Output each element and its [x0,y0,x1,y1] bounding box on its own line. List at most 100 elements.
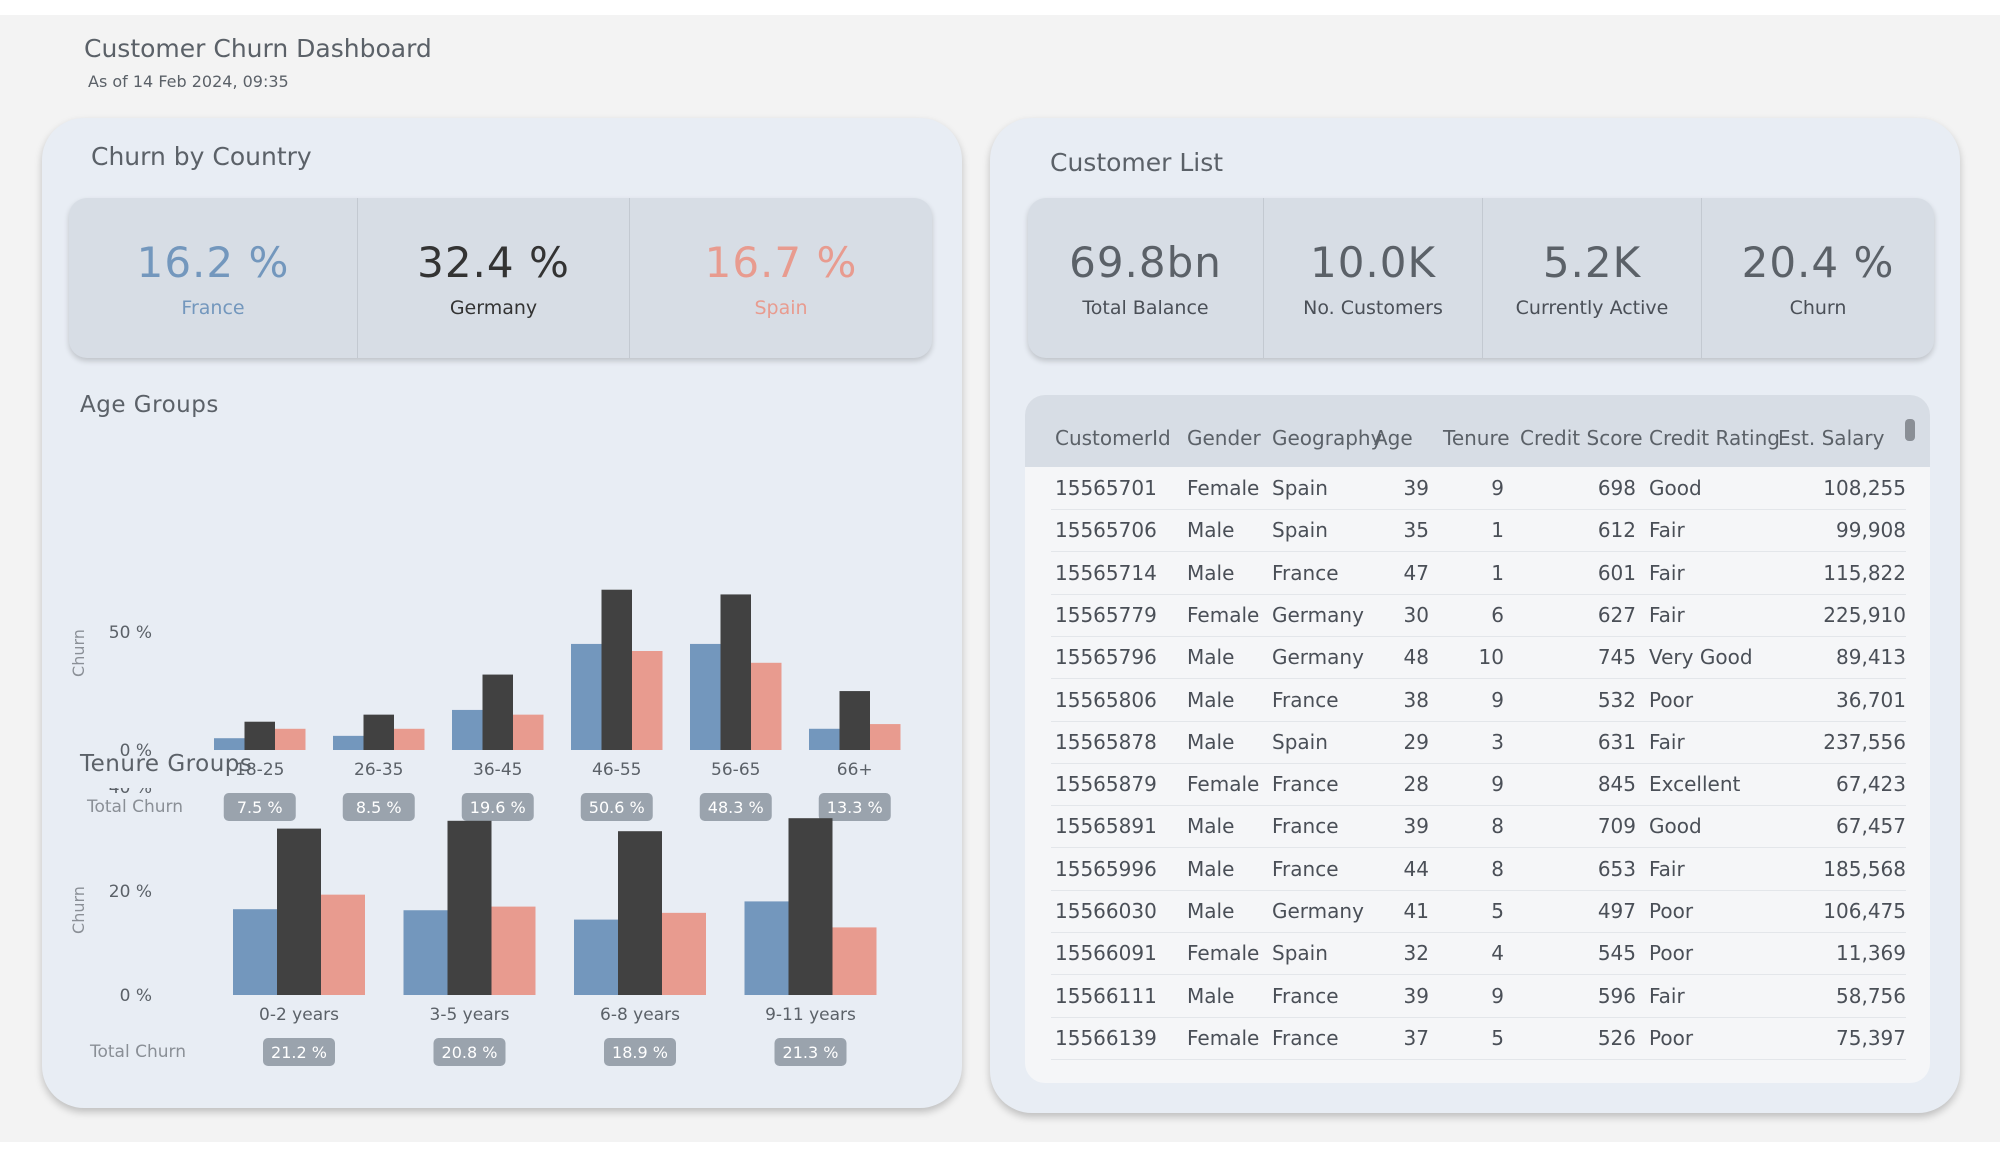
column-header[interactable]: Gender [1187,426,1261,450]
table-cell: 15565806 [1055,687,1157,712]
bar-germany[interactable] [618,831,662,995]
total-churn-label: Total Churn [89,1042,186,1062]
y-tick-label: 40 % [109,788,152,798]
y-tick-label: 20 % [109,882,152,902]
bar-spain[interactable] [275,728,306,750]
table-cell: 99,908 [1836,518,1906,543]
table-cell: 15565796 [1055,645,1157,670]
table-row[interactable] [1051,975,1906,1018]
kpi-total-balance[interactable]: 69.8bn Total Balance [1028,198,1264,358]
total-churn-value: 50.6 % [589,798,645,817]
bar-germany[interactable] [244,721,276,750]
table-cell: 4 [1491,941,1504,966]
table-row[interactable] [1051,679,1906,722]
table-row[interactable] [1051,1017,1906,1060]
table-row[interactable] [1051,763,1906,807]
x-tick-label: 9-11 years [765,1005,856,1025]
column-header[interactable]: Credit Score [1520,426,1643,450]
bar-spain[interactable] [394,728,425,750]
table-row[interactable] [1051,721,1906,764]
table-cell: 15566030 [1055,899,1157,923]
bar-france[interactable] [233,909,277,995]
table-cell: 29 [1403,729,1429,754]
table-cell: Fair [1649,518,1685,543]
bar-spain[interactable] [751,662,782,750]
bar-france[interactable] [574,919,618,995]
bar-france[interactable] [452,709,483,750]
table-cell: 845 [1597,772,1636,797]
column-header[interactable]: Credit Rating [1649,426,1780,450]
table-cell: 631 [1597,729,1636,754]
bar-germany[interactable] [839,691,871,750]
customer-table[interactable]: CustomerId Gender Geography Age Tenure Credit… [1025,395,1930,1083]
kpi-spain[interactable]: 16.7 % Spain [630,198,932,358]
table-cell: 601 [1597,560,1636,585]
kpi-churn[interactable]: 20.4 % Churn [1702,198,1934,358]
kpi-no-customers[interactable]: 10.0K No. Customers [1264,198,1483,358]
scrollbar-thumb[interactable] [1905,419,1915,441]
table-cell: Female [1187,941,1260,966]
total-churn-badge [433,1038,506,1066]
bar-france[interactable] [403,910,448,995]
table-cell: Poor [1649,1025,1694,1050]
table-cell: France [1272,560,1339,585]
column-header[interactable]: CustomerId [1055,426,1171,450]
bar-france[interactable] [809,728,840,750]
column-header[interactable]: Tenure [1443,426,1510,450]
bar-germany[interactable] [447,820,492,995]
x-tick-label: 26-35 [354,760,403,780]
table-row[interactable] [1051,594,1906,637]
bar-germany[interactable] [788,818,833,995]
bar-germany[interactable] [277,828,321,995]
table-cell: Poor [1649,941,1694,966]
table-cell: 526 [1597,1025,1636,1050]
bar-spain[interactable] [513,714,544,750]
total-churn-badge [774,1038,847,1066]
bar-spain[interactable] [632,651,663,750]
bar-france[interactable] [571,643,602,750]
kpi-france[interactable]: 16.2 % France [69,198,358,358]
table-cell: 1 [1491,560,1504,585]
table-row[interactable] [1051,932,1906,976]
table-cell: Germany [1272,602,1364,627]
bar-france[interactable] [214,738,245,750]
bar-germany[interactable] [601,589,633,750]
column-header[interactable]: Age [1374,426,1413,450]
kpi-germany[interactable]: 32.4 % Germany [358,198,630,358]
table-row[interactable] [1051,467,1906,510]
bar-france[interactable] [744,901,789,995]
table-row[interactable] [1051,848,1906,891]
column-header[interactable]: Est. Salary [1778,426,1885,450]
bar-germany[interactable] [482,674,514,750]
page-subtitle: As of 14 Feb 2024, 09:35 [88,72,289,91]
table-row[interactable] [1051,636,1906,680]
kpi-currently-active[interactable]: 5.2K Currently Active [1483,198,1702,358]
bar-spain[interactable] [491,906,536,995]
bar-germany[interactable] [720,594,752,750]
kpi-label: Spain [754,296,808,319]
table-cell: 58,756 [1836,983,1906,1008]
kpi-value: 69.8bn [1069,237,1222,287]
table-cell: 627 [1597,602,1636,627]
age-groups-chart: Churn 0 % 50 % 18-25 7.5 % 26-35 8.5 % 36-45 19.… [69,589,901,821]
table-row[interactable] [1051,890,1906,933]
table-cell: 39 [1403,814,1429,839]
table-cell: France [1272,814,1339,839]
table-cell: Female [1187,772,1260,797]
table-row[interactable] [1051,509,1906,553]
bar-spain[interactable] [832,927,877,995]
bar-spain[interactable] [662,912,706,995]
bar-france[interactable] [690,643,721,750]
bar-spain[interactable] [321,894,365,995]
table-cell: Poor [1649,899,1694,923]
bar-spain[interactable] [870,724,901,750]
kpi-value: 16.7 % [704,237,858,287]
column-header[interactable]: Geography [1272,426,1383,450]
kpi-value: 20.4 % [1741,237,1895,287]
table-row[interactable] [1051,805,1906,849]
bar-germany[interactable] [363,714,395,750]
table-row[interactable] [1051,552,1906,595]
x-tick-label: 0-2 years [259,1005,339,1025]
table-cell: 28 [1403,772,1429,797]
bar-france[interactable] [333,735,364,750]
